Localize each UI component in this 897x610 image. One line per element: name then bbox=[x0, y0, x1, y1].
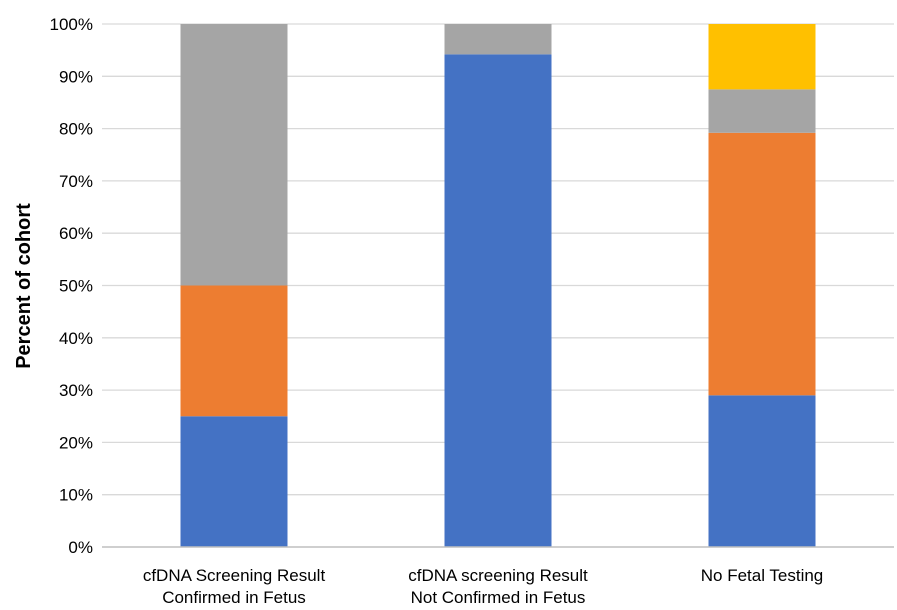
y-tick-label: 100% bbox=[50, 15, 93, 34]
y-tick-label: 20% bbox=[59, 433, 93, 452]
y-tick-label: 70% bbox=[59, 172, 93, 191]
bar-segment bbox=[180, 416, 288, 547]
y-tick-label: 90% bbox=[59, 67, 93, 86]
y-tick-label: 80% bbox=[59, 120, 93, 139]
bars bbox=[180, 24, 816, 548]
bar-segment bbox=[708, 132, 816, 396]
y-axis-title: Percent of cohort bbox=[13, 203, 35, 369]
bar-segment bbox=[444, 54, 552, 548]
y-tick-label: 50% bbox=[59, 277, 93, 296]
bar-segment bbox=[444, 24, 552, 55]
bar-segment bbox=[708, 89, 816, 133]
y-tick-label: 40% bbox=[59, 329, 93, 348]
bar-segment bbox=[708, 395, 816, 547]
bar-segment bbox=[708, 24, 816, 90]
category-label: cfDNA Screening Result bbox=[143, 566, 326, 585]
y-tick-label: 0% bbox=[68, 538, 93, 557]
category-label: No Fetal Testing bbox=[701, 566, 824, 585]
y-tick-label: 60% bbox=[59, 224, 93, 243]
y-axis-ticks: 0% 10% 20% 30% 40% 50% 60% 70% 80% 90% 100% bbox=[50, 15, 93, 557]
bar-segment bbox=[180, 285, 288, 417]
category-label: Not Confirmed in Fetus bbox=[411, 588, 586, 607]
y-tick-label: 10% bbox=[59, 486, 93, 505]
y-tick-label: 30% bbox=[59, 381, 93, 400]
category-label: Confirmed in Fetus bbox=[162, 588, 306, 607]
bar-segment bbox=[180, 24, 288, 286]
x-axis-labels: cfDNA Screening Result Confirmed in Fetus… bbox=[143, 566, 823, 607]
category-label: cfDNA screening Result bbox=[408, 566, 588, 585]
